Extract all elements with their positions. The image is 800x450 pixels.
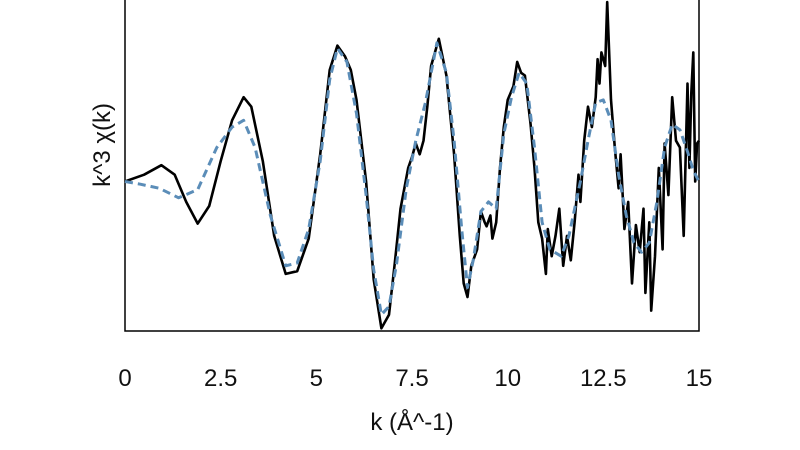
x-tick-label: 12.5 [580,365,627,392]
x-tick-label: 5 [310,365,323,392]
series-layer [124,0,701,330]
plot-frame [124,0,700,332]
series-line-solid [124,0,701,330]
x-tick-label: 7.5 [395,365,428,392]
y-axis-label: k^3 χ(k) [89,103,116,187]
series-line-dashed [124,41,701,317]
x-axis-label: k (Å^-1) [370,408,453,436]
x-tick-labels: 0 2.5 5 7.5 10 12.5 15 [118,365,712,392]
x-tick-label: 10 [494,365,521,392]
x-tick-label: 2.5 [204,365,237,392]
x-tick-label: 0 [118,365,131,392]
x-tick-label: 15 [686,365,713,392]
